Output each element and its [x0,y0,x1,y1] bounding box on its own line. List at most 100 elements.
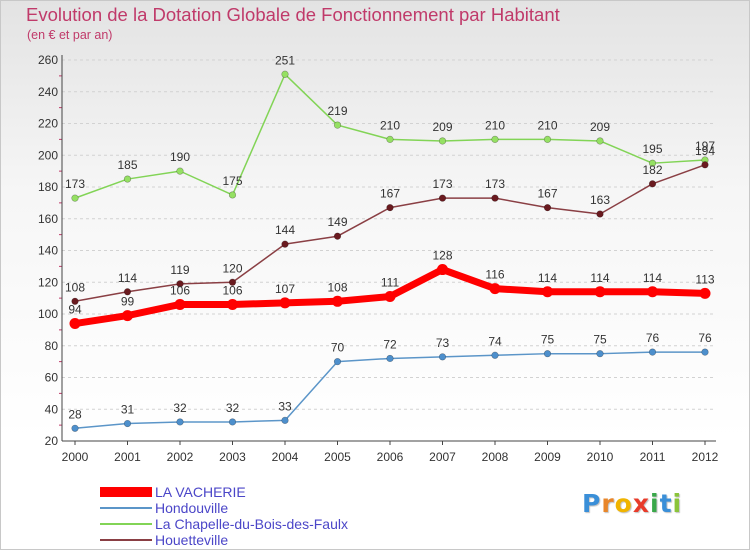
legend-swatch-houetteville [100,539,152,541]
data-label: 28 [68,407,82,421]
data-point [123,175,132,183]
data-point [648,348,657,356]
chart-subtitle: (en € et par an) [27,28,113,42]
data-label: 209 [590,120,610,134]
data-label: 210 [537,118,557,132]
data-point [701,161,709,169]
data-label: 195 [642,142,662,156]
data-label: 144 [275,223,295,237]
x-tick-label: 2007 [429,450,456,464]
data-label: 197 [695,139,715,153]
data-label: 149 [327,215,347,229]
x-tick-label: 2011 [640,450,666,464]
y-tick-label: 40 [45,402,59,416]
data-point [333,232,342,240]
legend-label: Houetteville [155,532,229,548]
y-tick-label: 60 [45,371,59,385]
data-label: 120 [222,261,242,275]
data-label: 108 [327,280,347,294]
data-point [228,191,237,199]
data-point [176,280,184,288]
data-point [386,354,394,363]
data-label: 210 [380,118,400,132]
axes [59,55,716,445]
series-la-vacherie: 94 99 106 106 107 108 111 128 116 114 114 114 113 [68,249,715,330]
data-point [491,135,499,143]
legend-label: Hondouville [155,500,229,516]
data-label: 94 [68,303,82,317]
x-tick-label: 2010 [587,450,614,464]
data-label: 194 [695,144,715,158]
data-point [122,310,133,322]
data-point [543,350,552,358]
data-label: 76 [646,331,660,345]
data-label: 106 [222,283,242,297]
data-point [71,424,79,432]
data-label: 106 [170,283,190,297]
x-tick-label: 2004 [272,450,299,464]
data-point [228,418,237,426]
data-point [647,286,658,298]
data-point [333,121,342,129]
y-tick-label: 180 [38,180,58,194]
x-tick-label: 2002 [167,450,194,464]
data-label: 70 [331,341,345,355]
data-label: 210 [485,118,505,132]
data-label: 209 [432,120,452,134]
data-point [71,194,79,202]
x-tick-label: 2003 [219,450,246,464]
grid-lines [62,59,716,442]
data-label: 75 [541,333,555,347]
data-label: 74 [488,334,502,348]
data-label: 175 [222,174,242,188]
data-point [176,418,184,426]
data-label: 76 [698,331,712,345]
x-tick-label: 2000 [62,450,89,464]
data-label: 219 [327,104,347,118]
data-label: 32 [173,401,187,415]
data-label: 33 [278,399,292,413]
data-label: 167 [380,187,400,201]
series-la-chapelle-du-bois-des-faulx: 173 185 190 175 251 219 210 209 210 210 209 195 197 [65,53,715,202]
series-hondouville: 28 31 32 32 33 70 72 73 74 75 75 76 76 [68,331,712,432]
data-label: 163 [590,193,610,207]
y-tick-labels: 20 40 60 80 100 120 140 160 180 200 220 240 260 [38,53,58,448]
data-point [489,283,501,295]
data-label: 114 [643,271,662,285]
data-label: 128 [432,249,452,263]
data-point [437,264,448,276]
x-tick-labels: 2000 2001 2002 2003 2004 2005 2006 2007 2008 2009… [62,450,719,464]
data-label: 72 [383,337,397,351]
y-tick-label: 140 [38,244,58,258]
y-tick-label: 220 [38,117,58,131]
data-label: 116 [485,268,504,282]
data-label: 167 [537,187,557,201]
data-point [596,210,604,218]
legend-label: La Chapelle-du-Bois-des-Faulx [155,516,348,532]
legend-item-hondouville: Hondouville [100,500,400,516]
data-point [281,416,289,424]
data-label: 99 [121,295,135,309]
data-label: 108 [65,280,85,294]
data-point [438,137,447,145]
data-point [699,287,711,299]
x-tick-label: 2001 [114,450,141,464]
data-label: 73 [436,336,450,350]
data-point [69,318,81,330]
x-tick-label: 2006 [377,450,404,464]
legend-label: LA VACHERIE [155,484,246,500]
data-point [384,291,396,303]
logo-letter: P [582,489,602,518]
data-point [596,137,604,145]
y-tick-label: 160 [38,212,58,226]
data-point [596,350,604,358]
data-point [123,419,132,428]
series-line [74,351,706,430]
y-tick-label: 80 [45,339,59,353]
data-point [279,297,291,309]
y-tick-label: 240 [38,85,58,99]
legend-swatch-la-vacherie [100,487,152,497]
data-label: 190 [170,150,190,164]
data-label: 185 [117,158,137,172]
